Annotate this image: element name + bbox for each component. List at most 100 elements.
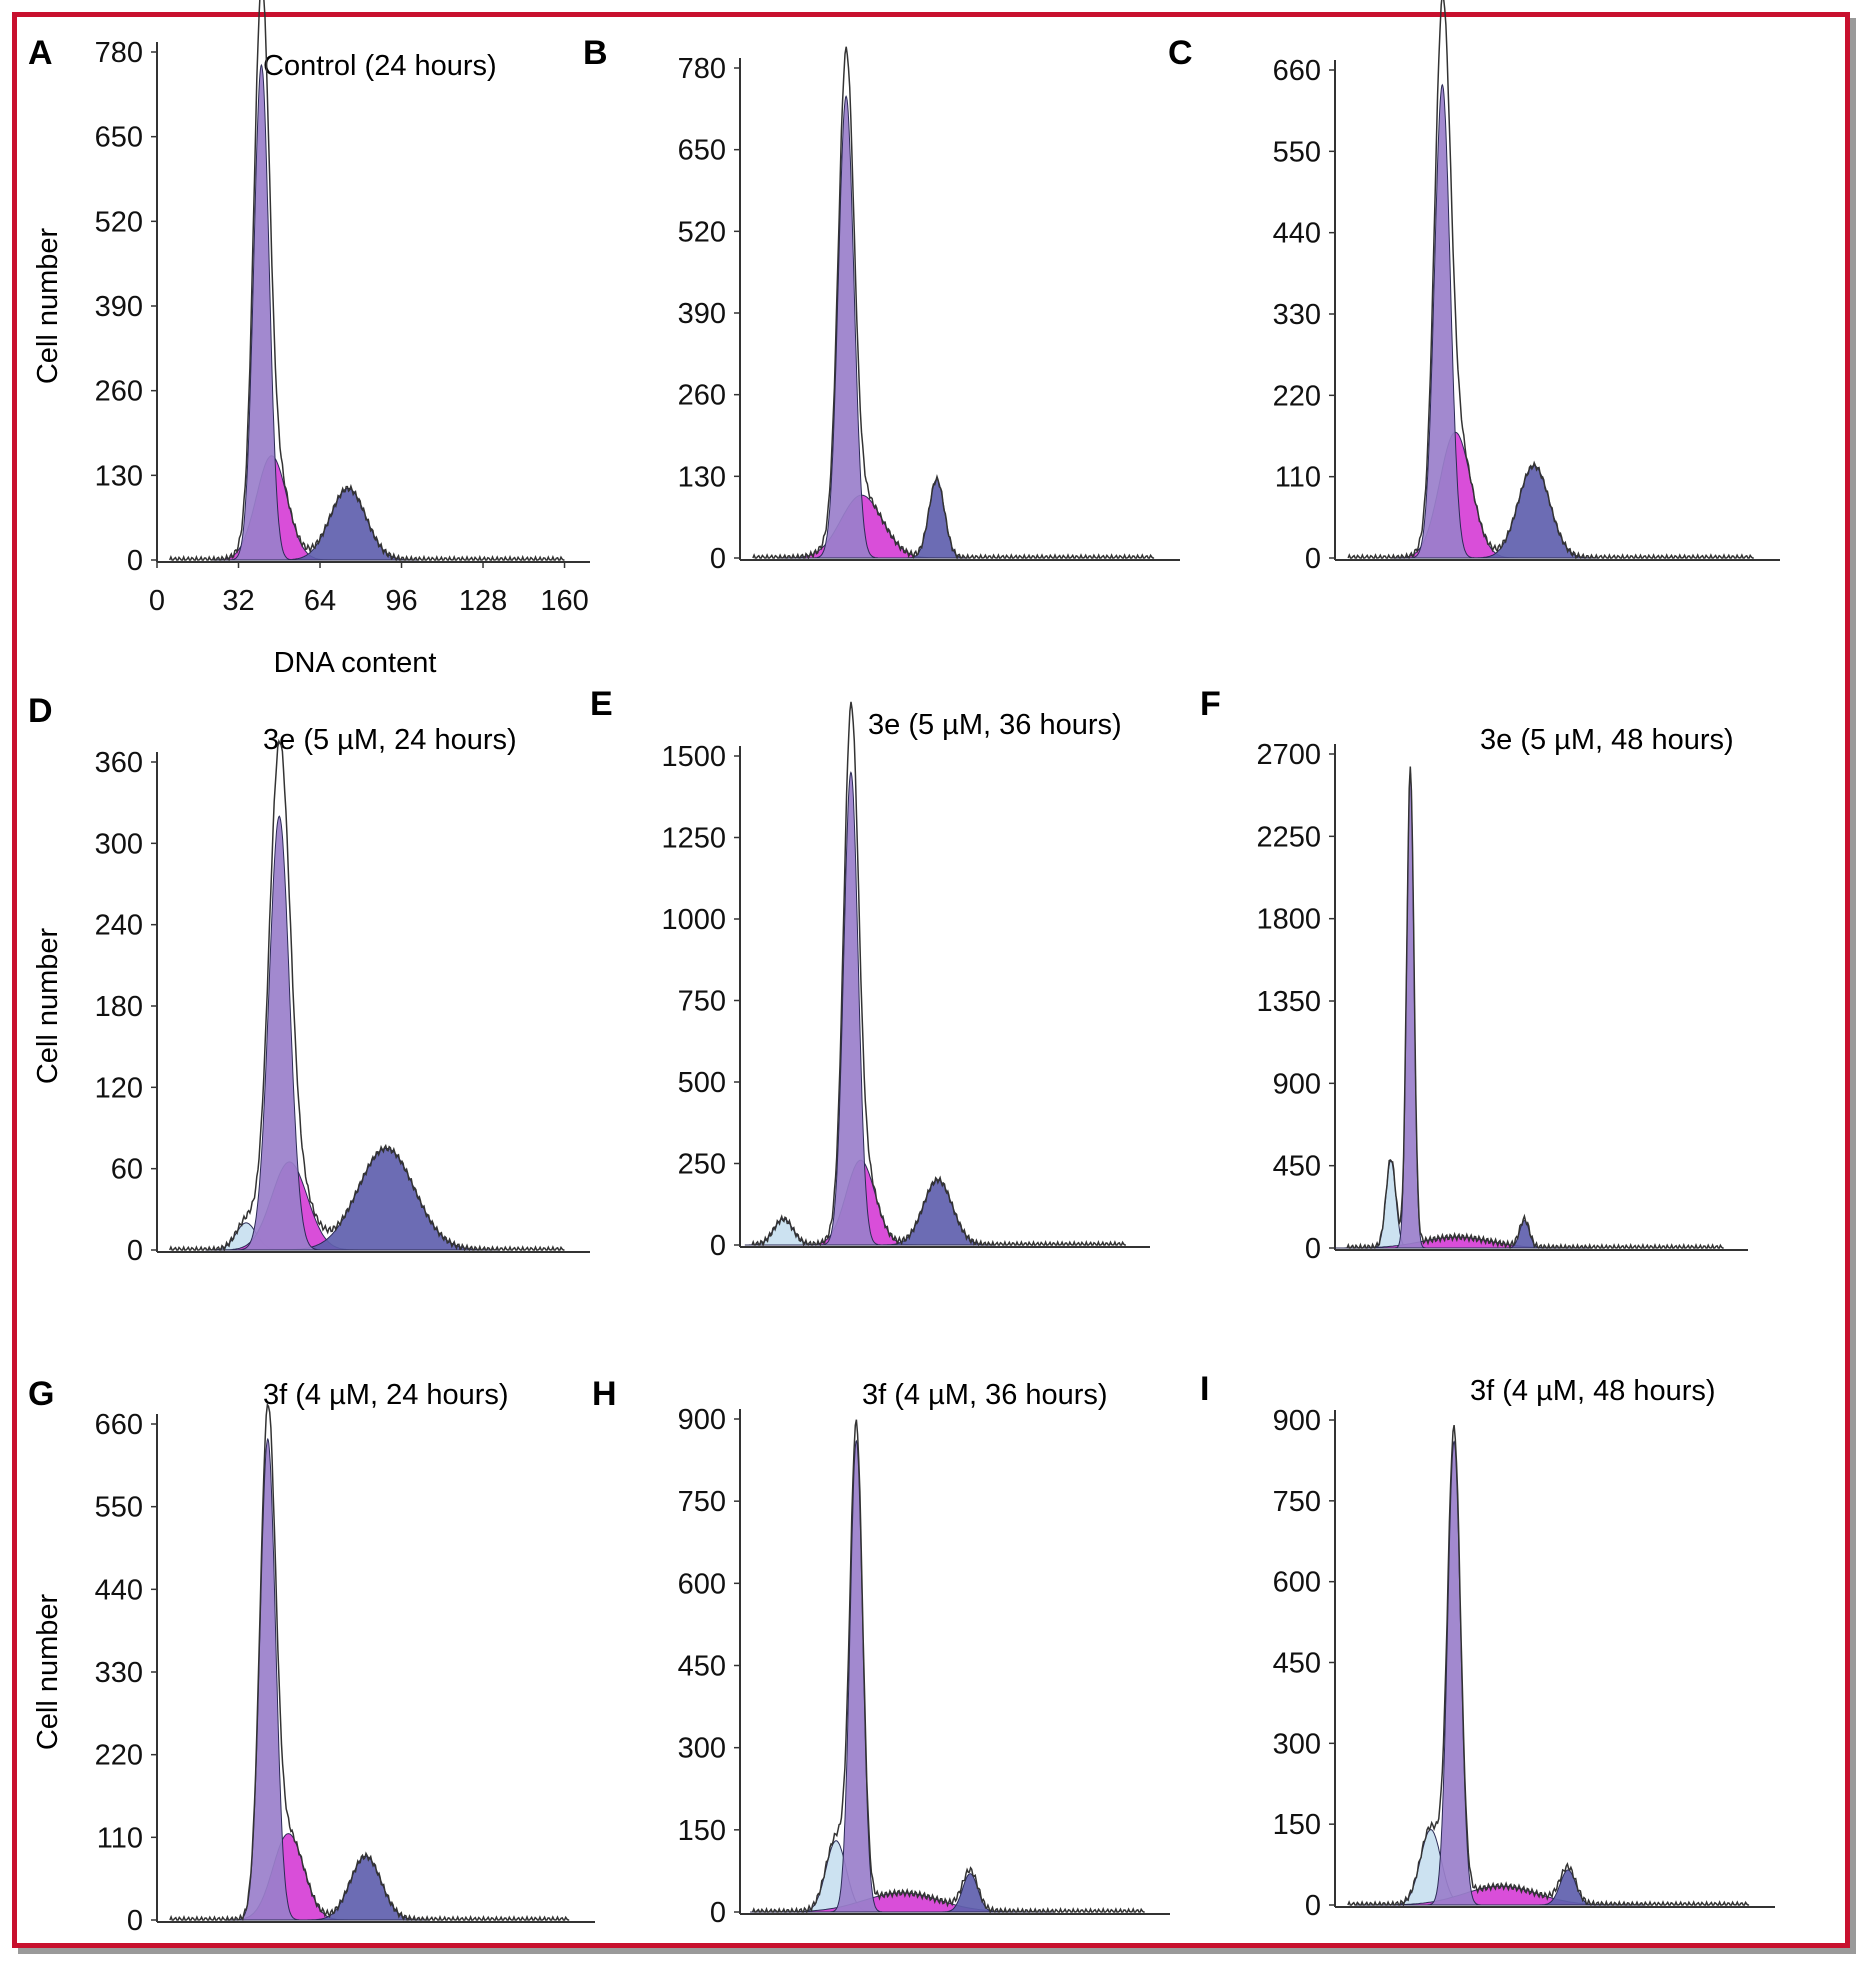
y-tick-label: 390	[95, 291, 143, 323]
y-tick-label: 500	[678, 1067, 726, 1099]
y-tick-label: 550	[95, 1492, 143, 1524]
y-axis-label: Cell number	[32, 227, 64, 384]
histogram-outline	[1346, 766, 1724, 1250]
panel-g: G 3f (4 µM, 24 hours) 0 110 220 330 440 550 660 C…	[28, 1375, 595, 1937]
histogram-outline	[169, 1402, 570, 1922]
panel-label: G	[28, 1375, 54, 1413]
g2m-peak	[905, 478, 968, 559]
histogram-outline	[752, 46, 1155, 561]
y-tick-label: 450	[1273, 1648, 1321, 1680]
y-tick-label: 0	[127, 1905, 143, 1937]
y-tick-label: 780	[678, 53, 726, 85]
panel-h: H 3f (4 µM, 36 hours) 0 150 300 450 600 750 900	[592, 1375, 1170, 1929]
y-tick-label: 180	[95, 991, 143, 1023]
panel-title: 3f (4 µM, 36 hours)	[862, 1379, 1108, 1411]
y-tick-label: 900	[678, 1404, 726, 1436]
y-tick-label: 650	[678, 135, 726, 167]
x-tick-label: 0	[149, 585, 165, 617]
y-tick-label: 260	[95, 376, 143, 408]
y-tick-label: 150	[1273, 1809, 1321, 1841]
panel-title: Control (24 hours)	[263, 50, 497, 82]
y-tick-label: 360	[95, 747, 143, 779]
y-tick-label: 440	[1273, 218, 1321, 250]
y-tick-label: 780	[95, 37, 143, 69]
y-tick-label: 0	[1305, 1233, 1321, 1265]
x-tick-label: 160	[540, 585, 588, 617]
panel-label: B	[583, 34, 608, 72]
y-tick-label: 120	[95, 1072, 143, 1104]
y-tick-label: 0	[710, 1230, 726, 1262]
y-tick-label: 900	[1273, 1068, 1321, 1100]
y-tick-label: 520	[95, 206, 143, 238]
y-tick-label: 250	[678, 1149, 726, 1181]
y-tick-label: 450	[678, 1651, 726, 1683]
x-axis-label: DNA content	[274, 647, 437, 679]
histogram-outline	[1347, 0, 1754, 560]
y-tick-label: 390	[678, 298, 726, 330]
g0g1-peak	[830, 1439, 883, 1913]
y-tick-label: 130	[678, 461, 726, 493]
y-tick-label: 750	[678, 986, 726, 1018]
histogram-outline	[169, 738, 565, 1253]
y-tick-label: 650	[95, 122, 143, 154]
histogram-outline	[1347, 1424, 1750, 1908]
y-tick-label: 0	[127, 545, 143, 577]
x-tick-label: 32	[222, 585, 254, 617]
panel-label: F	[1200, 685, 1221, 723]
y-tick-label: 260	[678, 380, 726, 412]
panel-title: 3f (4 µM, 48 hours)	[1470, 1375, 1716, 1407]
g0g1-peak	[1427, 1440, 1481, 1906]
y-tick-label: 0	[710, 1897, 726, 1929]
y-tick-label: 660	[95, 1409, 143, 1441]
y-tick-label: 600	[678, 1568, 726, 1600]
y-tick-label: 0	[710, 543, 726, 575]
panel-label: E	[590, 685, 613, 723]
y-tick-label: 1800	[1256, 904, 1321, 936]
panel-label: A	[28, 34, 53, 72]
y-tick-label: 130	[95, 460, 143, 492]
y-tick-label: 300	[95, 828, 143, 860]
y-tick-label: 110	[97, 1822, 143, 1854]
x-tick-label: 64	[304, 585, 336, 617]
x-tick-label: 96	[385, 585, 417, 617]
histogram-outline	[751, 701, 1126, 1248]
panel-b: B 0 130 260 390 520 650 780	[583, 34, 1180, 575]
y-tick-label: 900	[1273, 1405, 1321, 1437]
y-tick-label: 0	[1305, 1890, 1321, 1922]
panel-e: E 3e (5 µM, 36 hours) 0 250 500 750 1000 1250 15…	[590, 685, 1150, 1262]
x-tick-label: 128	[459, 585, 507, 617]
y-tick-label: 300	[678, 1733, 726, 1765]
y-tick-label: 330	[1273, 299, 1321, 331]
g2m-peak	[303, 1855, 428, 1921]
g0g1-peak	[230, 63, 293, 561]
y-tick-label: 0	[1305, 543, 1321, 575]
g2m-peak	[1471, 465, 1597, 559]
y-tick-label: 60	[111, 1154, 143, 1186]
figure-border	[12, 12, 1850, 1948]
y-tick-label: 2250	[1256, 821, 1321, 853]
y-tick-label: 0	[127, 1235, 143, 1267]
s-phase-peak	[750, 1892, 1054, 1913]
panel-label: D	[28, 692, 53, 730]
g0g1-peak	[1410, 83, 1475, 559]
g2m-peak	[879, 1179, 996, 1246]
y-tick-label: 600	[1273, 1567, 1321, 1599]
y-tick-label: 1350	[1256, 986, 1321, 1018]
panel-c: C 0 110 220 330 440 550 660	[1168, 0, 1780, 575]
y-tick-label: 1250	[661, 823, 726, 855]
y-tick-label: 440	[95, 1574, 143, 1606]
y-tick-label: 660	[1273, 55, 1321, 87]
g0g1-peak	[821, 771, 881, 1246]
panel-title: 3e (5 µM, 48 hours)	[1480, 724, 1734, 756]
g0g1-peak	[1395, 772, 1426, 1249]
panel-label: H	[592, 1375, 617, 1413]
panel-a: A Control (24 hours) 0 130 260 390 520 650 780 0 3…	[28, 0, 590, 679]
y-tick-label: 1500	[661, 741, 726, 773]
panel-label: I	[1200, 1370, 1209, 1408]
histogram-outline	[169, 0, 565, 562]
y-tick-label: 750	[1273, 1486, 1321, 1518]
panel-label: C	[1168, 34, 1193, 72]
panel-title: 3e (5 µM, 36 hours)	[868, 709, 1122, 741]
y-tick-label: 550	[1273, 136, 1321, 168]
